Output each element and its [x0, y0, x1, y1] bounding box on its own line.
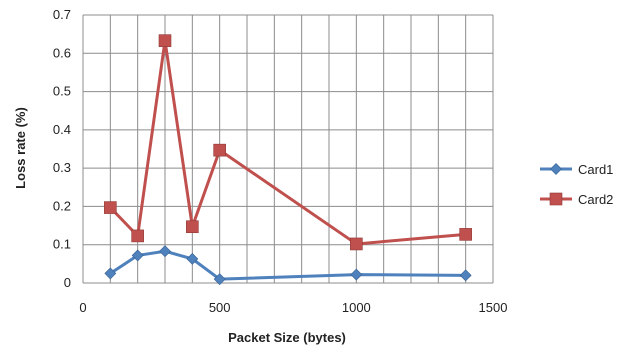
data-point-card2 — [350, 237, 363, 251]
y-axis-title: Loss rate (%) — [13, 107, 28, 189]
legend-marker-card1 — [550, 163, 562, 175]
y-tick-label: 0 — [64, 275, 71, 290]
legend-marker-card2 — [549, 192, 563, 206]
series-line-card2 — [109, 39, 466, 246]
data-point-card2 — [186, 220, 199, 234]
legend-label-card2: Card2 — [578, 192, 613, 207]
series — [104, 34, 472, 286]
data-point-card2 — [213, 143, 226, 157]
data-point-card1 — [104, 267, 117, 280]
data-point-card2 — [104, 201, 117, 214]
x-tick-label: 500 — [209, 300, 231, 315]
series-card1 — [104, 245, 472, 286]
y-tick-label: 0.5 — [53, 84, 71, 99]
x-axis-title: Packet Size (bytes) — [228, 330, 346, 345]
y-tick-label: 0.7 — [53, 7, 71, 22]
data-point-card1 — [213, 273, 226, 286]
legend-item-card2: Card2 — [540, 192, 613, 207]
data-point-card2 — [459, 228, 472, 241]
legend-item-card1: Card1 — [540, 162, 613, 177]
legend: Card1 Card2 — [540, 162, 613, 207]
axes — [82, 15, 493, 284]
x-tick-label: 1500 — [479, 300, 508, 315]
y-tick-label: 0.2 — [53, 198, 71, 213]
tick-labels: 0 0.1 0.2 0.3 0.4 0.5 0.6 0.7 0 500 1000 1500 — [53, 7, 508, 315]
data-point-card2 — [131, 229, 144, 243]
data-point-card2 — [158, 34, 172, 47]
data-point-card1 — [350, 268, 363, 281]
grid — [83, 14, 494, 283]
series-card2 — [104, 34, 472, 251]
data-point-card1 — [459, 269, 472, 282]
data-point-card1 — [159, 245, 171, 258]
y-tick-label: 0.1 — [53, 237, 71, 252]
x-tick-label: 0 — [79, 300, 86, 315]
y-tick-label: 0.3 — [53, 160, 71, 175]
y-tick-label: 0.4 — [53, 122, 71, 137]
legend-label-card1: Card1 — [578, 162, 613, 177]
x-tick-label: 1000 — [342, 300, 371, 315]
y-tick-label: 0.6 — [53, 45, 71, 60]
data-point-card1 — [186, 252, 199, 265]
data-point-card1 — [131, 249, 144, 262]
